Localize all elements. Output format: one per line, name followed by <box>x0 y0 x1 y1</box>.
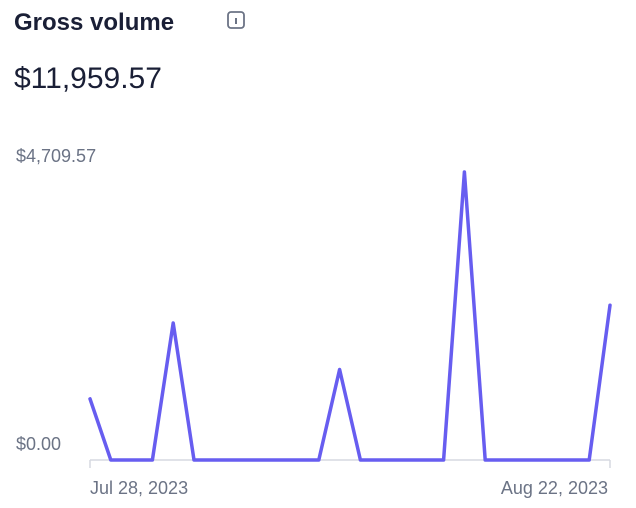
line-series <box>88 170 612 462</box>
info-icon-box[interactable] <box>227 11 245 29</box>
info-icon[interactable] <box>227 11 245 29</box>
y-tick-label: $4,709.57 <box>16 146 96 166</box>
chart-title: Gross volume <box>14 9 174 36</box>
x-tick-label: Jul 28, 2023 <box>90 478 188 498</box>
y-tick-label: $0.00 <box>16 434 61 454</box>
x-tick-label: Aug 22, 2023 <box>501 478 608 498</box>
total-value: $11,959.57 <box>14 62 162 95</box>
